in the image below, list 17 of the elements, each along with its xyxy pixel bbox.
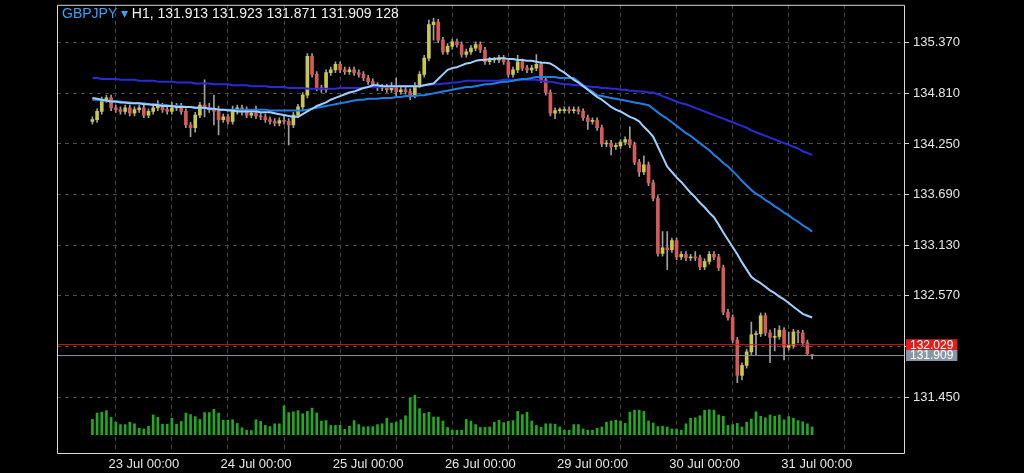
x-tick-label: 30 Jul 00:00 [669,456,741,472]
chart-subtitle: H1, 131.913 131.923 131.871 131.909 128 [130,5,399,21]
x-tick-label: 25 Jul 00:00 [332,456,404,472]
y-tick-label: 134.810 [913,84,960,100]
x-tick-label: 26 Jul 00:00 [444,456,516,472]
y-tick-label: 133.690 [913,186,960,202]
y-tick-label: 135.370 [913,34,960,50]
x-tick-label: 29 Jul 00:00 [557,456,628,472]
y-tick-label: 131.450 [913,388,960,404]
y-tick-label: 132.570 [913,287,960,303]
y-tick-label: 134.250 [913,135,960,151]
y-tick-label: 133.130 [913,236,960,252]
chart-title: GBPJPY ▾ [62,5,128,21]
x-tick-label: 24 Jul 00:00 [220,456,292,472]
ref-line-label: 131.909 [910,348,954,363]
x-tick-label: 23 Jul 00:00 [108,456,180,472]
x-tick-label: 31 Jul 00:00 [781,456,853,472]
